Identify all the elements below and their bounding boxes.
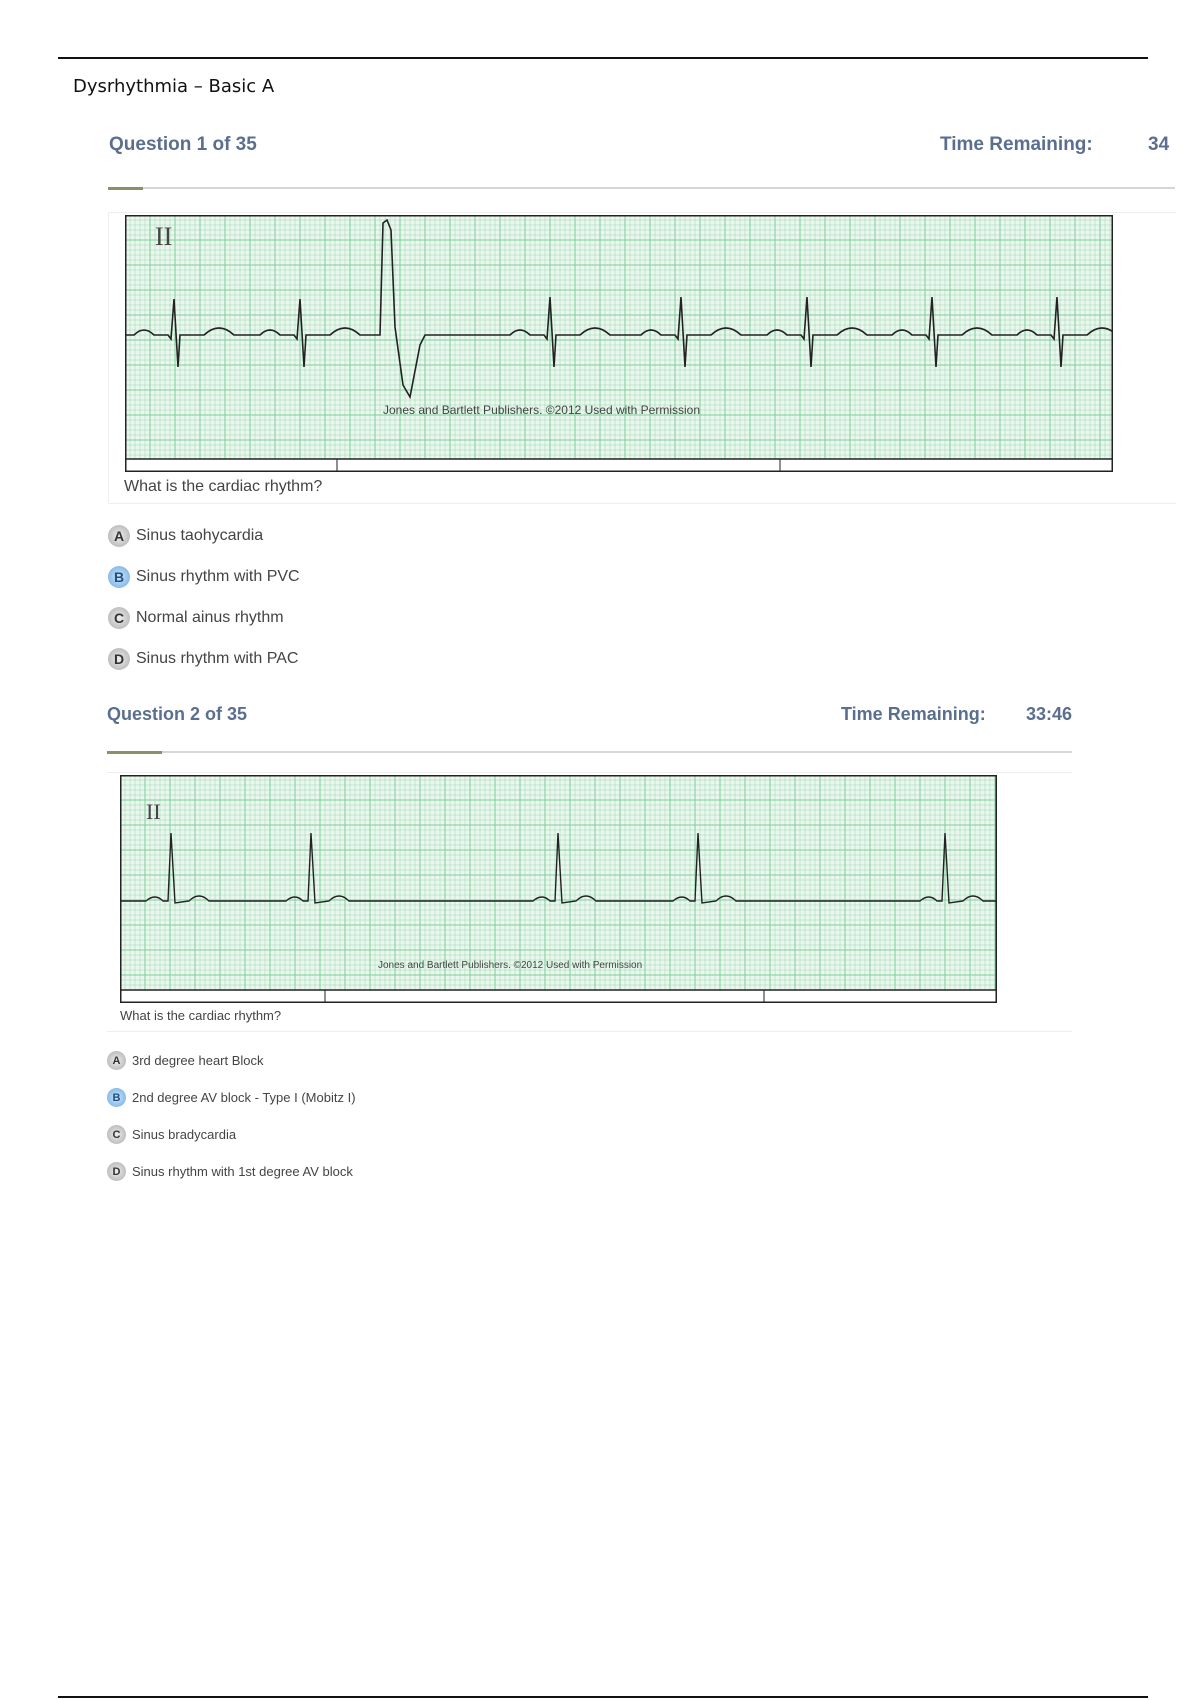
question-1-header: Question 1 of 35 bbox=[109, 134, 257, 155]
option-label: Sinus taohycardia bbox=[136, 527, 264, 544]
ecg-strip-2: II Jones and Bartlett Publishers. ©2012 U… bbox=[120, 775, 997, 1003]
question-1-card bbox=[108, 212, 1176, 504]
ecg-time-strip bbox=[125, 459, 1113, 472]
option-letter-badge[interactable]: D bbox=[108, 648, 130, 670]
answer-option-b[interactable]: B Sinus rhythm with PVC bbox=[108, 566, 300, 588]
option-label: Sinus rhythm with 1st degree AV block bbox=[132, 1164, 353, 1179]
progress-separator bbox=[107, 751, 1072, 754]
time-remaining-value: 34 bbox=[1148, 134, 1170, 155]
option-letter-badge[interactable]: A bbox=[108, 525, 130, 547]
option-letter-badge[interactable]: C bbox=[107, 1125, 126, 1144]
option-label: Sinus bradycardia bbox=[132, 1127, 237, 1142]
document-title: Dysrhythmia – Basic A bbox=[73, 76, 275, 97]
question-2-prompt: What is the cardiac rhythm? bbox=[120, 1008, 282, 1023]
ecg-grid bbox=[120, 775, 997, 991]
answer-option-d[interactable]: D Sinus rhythm with PAC bbox=[108, 648, 298, 670]
image-credit: Jones and Bartlett Publishers. ©2012 Use… bbox=[383, 403, 700, 417]
ecg-border bbox=[120, 775, 997, 1003]
option-letter-badge[interactable]: B bbox=[108, 566, 130, 588]
option-label: Sinus rhythm with PAC bbox=[136, 650, 299, 667]
answer-option-c[interactable]: C Sinus bradycardia bbox=[107, 1125, 236, 1144]
ecg-time-strip bbox=[120, 990, 997, 1003]
bottom-rule bbox=[58, 1696, 1148, 1698]
option-label: 2nd degree AV block - Type I (Mobitz I) bbox=[132, 1090, 356, 1105]
answer-option-a[interactable]: A 3rd degree heart Block bbox=[107, 1051, 264, 1070]
option-label: 3rd degree heart Block bbox=[132, 1053, 264, 1068]
option-letter-badge[interactable]: C bbox=[108, 607, 130, 629]
answer-option-c[interactable]: C Normal ainus rhythm bbox=[108, 607, 284, 629]
top-rule bbox=[58, 57, 1148, 59]
option-letter-badge[interactable]: D bbox=[107, 1162, 126, 1181]
ecg-border bbox=[125, 215, 1113, 472]
ecg-grid bbox=[125, 215, 1113, 459]
option-letter-badge[interactable]: A bbox=[107, 1051, 126, 1070]
answer-option-a[interactable]: A Sinus taohycardia bbox=[108, 525, 263, 547]
lead-label: II bbox=[146, 799, 161, 824]
time-remaining-label: Time Remaining: bbox=[940, 134, 1093, 155]
option-label: Normal ainus rhythm bbox=[136, 609, 284, 626]
image-credit: Jones and Bartlett Publishers. ©2012 Use… bbox=[378, 960, 642, 971]
question-1-prompt: What is the cardiac rhythm? bbox=[124, 478, 323, 495]
question-2-card bbox=[107, 772, 1072, 1032]
ecg-trace bbox=[120, 832, 997, 904]
time-remaining-value: 33:46 bbox=[1026, 704, 1073, 724]
answer-option-b[interactable]: B 2nd degree AV block - Type I (Mobitz I) bbox=[107, 1088, 356, 1107]
option-label: Sinus rhythm with PVC bbox=[136, 568, 300, 585]
time-remaining-label: Time Remaining: bbox=[841, 704, 986, 724]
lead-label: II bbox=[155, 222, 172, 251]
ecg-strip-1: II Jones and Bartlett Publishers. ©2012 U… bbox=[125, 215, 1113, 472]
progress-separator bbox=[108, 187, 1175, 190]
answer-option-d[interactable]: D Sinus rhythm with 1st degree AV block bbox=[107, 1162, 353, 1181]
option-letter-badge[interactable]: B bbox=[107, 1088, 126, 1107]
question-2-header: Question 2 of 35 bbox=[107, 704, 248, 724]
ecg-trace bbox=[125, 218, 1113, 400]
